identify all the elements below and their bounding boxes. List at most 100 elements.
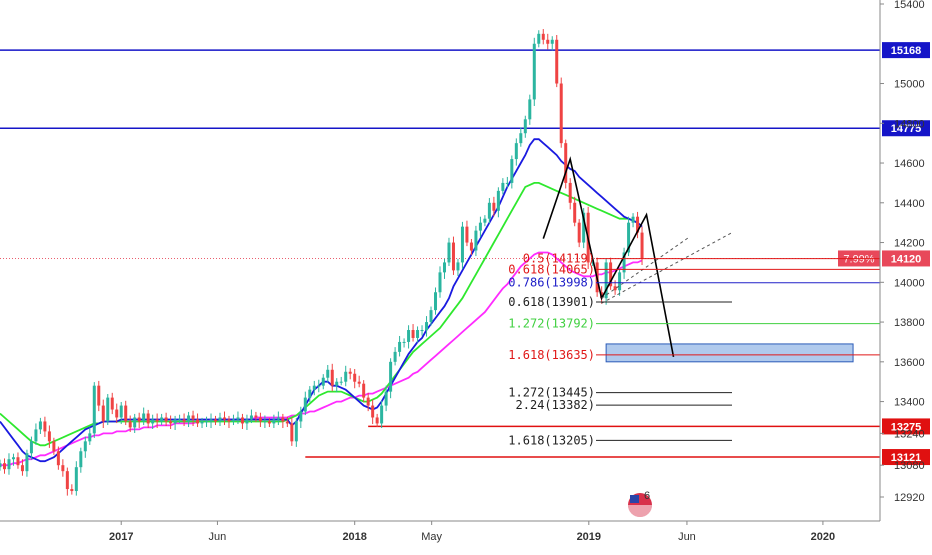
target-zone[interactable] — [605, 343, 854, 363]
candle-body — [330, 369, 334, 386]
candle-body — [528, 99, 532, 120]
candle-body — [505, 182, 509, 184]
candle-body — [79, 451, 83, 468]
channel-dashed-lower[interactable] — [601, 232, 733, 304]
candle-body — [478, 222, 482, 231]
candle-body — [519, 133, 523, 144]
fib-label: 1.618(13635) — [508, 348, 595, 362]
price-tick-label: 13800 — [894, 317, 925, 329]
price-tick-label: 14000 — [894, 277, 925, 289]
price-tick-label: 13240 — [894, 428, 925, 440]
candle-body — [335, 381, 339, 386]
candle-body — [442, 262, 446, 273]
candle-body — [339, 381, 343, 383]
time-axis[interactable]: 2017 Jun 2018 May 2019 Jun 2020 — [0, 520, 880, 543]
candle-body — [124, 405, 128, 422]
candle-body — [604, 262, 608, 299]
current-price-label: 14120 — [891, 253, 922, 265]
time-tick-label: May — [421, 531, 442, 543]
candle-body — [128, 421, 132, 428]
candle-body — [65, 471, 69, 490]
candle-body — [205, 421, 209, 423]
candle-body — [582, 212, 586, 243]
candle-body — [474, 230, 478, 251]
candle-body — [438, 272, 442, 293]
candle-body — [469, 242, 473, 251]
level-label-box — [882, 42, 930, 59]
level-label-box — [882, 418, 930, 435]
price-axis[interactable]: 15400 15000 14800 14600 14400 14200 14000 13800… — [879, 0, 925, 521]
candle-body — [380, 405, 384, 424]
candle-body — [366, 397, 370, 406]
candle-body — [254, 415, 258, 418]
change-label: 7.99% — [843, 253, 874, 265]
candle-body — [142, 413, 146, 422]
candle-body — [160, 417, 164, 422]
candle-body — [299, 411, 303, 422]
candle-body — [187, 415, 191, 422]
candle-body — [384, 391, 388, 406]
fib-label: 0.618(14065) — [508, 262, 595, 276]
candle-body — [613, 286, 617, 291]
candle-body — [281, 417, 285, 422]
candle-body — [636, 216, 640, 233]
candle-body — [371, 405, 375, 418]
candle-body — [375, 417, 379, 424]
level-label: 13121 — [891, 452, 922, 464]
candle-body — [182, 419, 186, 422]
price-tick-label: 15400 — [894, 0, 925, 11]
level-label-box — [882, 120, 930, 137]
candle-body — [532, 43, 536, 100]
candle-body — [70, 489, 74, 492]
candle-body — [92, 385, 96, 434]
candle-body — [496, 190, 500, 211]
candle-body — [267, 421, 271, 424]
candle-body — [236, 417, 240, 420]
candle-body — [173, 419, 177, 424]
flag-canton — [630, 495, 639, 503]
badge-count: 6 — [644, 490, 650, 502]
fib-label: 1.272(13445) — [508, 386, 595, 400]
candle-body — [510, 159, 514, 183]
candle-body — [434, 292, 438, 311]
moving-averages — [0, 138, 643, 467]
price-tick-label: 14200 — [894, 238, 925, 250]
candle-body — [344, 371, 348, 382]
candle-body — [451, 242, 455, 271]
flag-badge[interactable]: 6 — [628, 490, 652, 517]
candle-body — [447, 242, 451, 263]
candle-body — [178, 419, 182, 421]
candle-body — [119, 405, 123, 418]
candle-body — [483, 218, 487, 223]
pattern-path[interactable] — [542, 156, 675, 358]
time-tick-label: Jun — [678, 531, 696, 543]
candle-body — [321, 377, 325, 386]
candle-body — [568, 182, 572, 203]
candle-body — [272, 419, 276, 424]
candle-body — [290, 423, 294, 442]
level-label: 13275 — [891, 421, 922, 433]
candle-body — [627, 222, 631, 253]
candle-body — [564, 143, 568, 183]
drawings[interactable] — [542, 156, 854, 363]
candle-body — [83, 441, 87, 452]
candle-body — [106, 397, 110, 422]
candle-body — [357, 381, 361, 384]
candle-body — [308, 389, 312, 398]
candle-body — [294, 421, 298, 442]
price-tick-label: 13080 — [894, 460, 925, 472]
candle-body — [393, 351, 397, 362]
candle-body — [74, 467, 78, 492]
candle-body — [523, 119, 527, 134]
time-tick-label: 2018 — [342, 531, 366, 543]
candle-body — [245, 419, 249, 424]
candle-body — [133, 417, 137, 428]
candle-body — [407, 330, 411, 342]
candle-body — [546, 39, 550, 44]
candle-body — [618, 272, 622, 291]
candle-body — [303, 397, 307, 412]
candle-body — [622, 252, 626, 273]
candle-body — [88, 433, 92, 442]
